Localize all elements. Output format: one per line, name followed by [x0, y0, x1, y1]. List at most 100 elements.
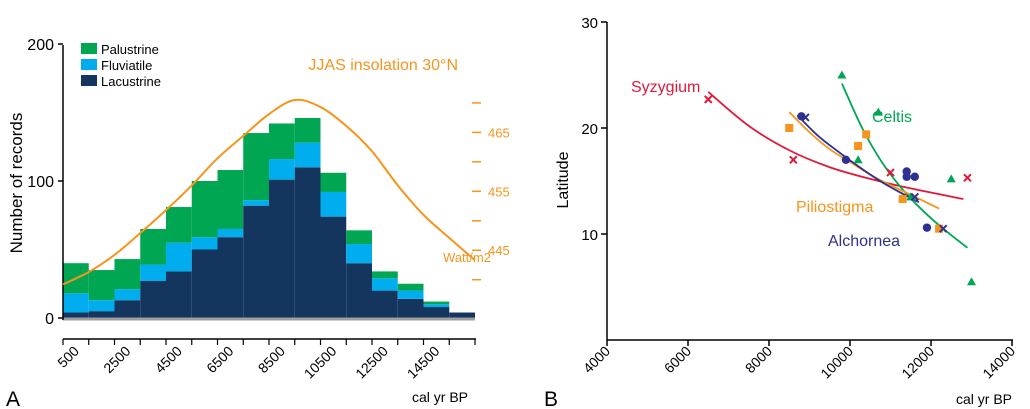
point-piliostigma-4 — [935, 224, 944, 233]
point-celtis-0 — [837, 70, 847, 79]
panel-label-b: B — [544, 388, 558, 409]
legend-label-fluviatile: Fluviatile — [101, 58, 152, 73]
a-xtick-label-6500: 6500 — [203, 343, 236, 376]
legend-swatch-palustrine — [81, 43, 97, 54]
legend-swatch-fluviatile — [81, 59, 97, 70]
fit-curves — [707, 83, 969, 249]
bar-lacustrine-11 — [346, 263, 372, 318]
bar-fluviatile-3 — [140, 264, 166, 282]
point-alchornea-3 — [902, 172, 911, 181]
b-y-ticks: 10 20 30 — [581, 15, 607, 244]
bar-fluviatile-7 — [243, 200, 269, 206]
bar-lacustrine-6 — [217, 237, 244, 318]
bar-palustrine-5 — [191, 181, 218, 238]
a-xtick-label-10500: 10500 — [301, 343, 340, 382]
legend-swatch-lacustrine — [81, 75, 97, 86]
bar-fluviatile-13 — [397, 290, 424, 299]
b-xtick-label-10000: 10000 — [817, 343, 856, 382]
bar-lacustrine-3 — [140, 281, 166, 318]
point-alchornea-cross-0 — [801, 113, 810, 122]
bar-lacustrine-8 — [269, 179, 295, 318]
a-xtick-label-2500: 2500 — [100, 343, 133, 376]
point-syzygium-2 — [886, 168, 895, 177]
bar-palustrine-6 — [217, 170, 244, 229]
label-alchornea: Alchornea — [828, 233, 900, 250]
panel-b: 10 20 30 4000 6000 8000 10000 12000 14000 Syzyg… — [544, 15, 1018, 409]
bar-lacustrine-14 — [423, 307, 450, 318]
bar-fluviatile-0 — [63, 293, 89, 313]
point-syzygium-3 — [963, 173, 972, 183]
panel-a: 0 100 200 500 2500 4500 6500 8500 10500 12500 145… — [6, 37, 510, 409]
a-xtick-label-12500: 12500 — [352, 343, 391, 382]
a-xtick-label-8500: 8500 — [255, 343, 288, 376]
bar-fluviatile-8 — [269, 159, 295, 180]
point-piliostigma-2 — [862, 130, 871, 139]
a-y-axis-label: Number of records — [7, 113, 26, 254]
bar-lacustrine-5 — [191, 249, 218, 318]
bar-lacustrine-4 — [166, 271, 192, 318]
insolation-unit: Watt/m2 — [443, 250, 491, 265]
b-xtick-label-8000: 8000 — [742, 343, 775, 376]
point-celtis-5 — [967, 277, 976, 286]
bar-fluviatile-5 — [191, 237, 218, 250]
stacked-bars — [63, 117, 475, 318]
panel-label-a: A — [6, 388, 20, 409]
bar-palustrine-1 — [88, 270, 115, 301]
b-x-axis-label: cal yr BP — [956, 391, 1012, 407]
a-xtick-label-14500: 14500 — [404, 343, 443, 382]
insolation-label: JJAS insolation 30°N — [308, 57, 458, 74]
bar-palustrine-10 — [320, 172, 347, 192]
ins-tick-label-465: 465 — [488, 125, 510, 140]
bar-fluviatile-4 — [166, 242, 192, 272]
bar-lacustrine-10 — [320, 216, 347, 318]
bar-palustrine-14 — [423, 301, 450, 305]
bar-fluviatile-14 — [423, 304, 450, 308]
bar-lacustrine-0 — [63, 312, 89, 318]
b-x-ticks: 4000 6000 8000 10000 12000 14000 — [580, 340, 1018, 382]
b-y-axis-label: Latitude — [555, 151, 572, 208]
species-labels: Syzygium Celtis Piliostigma Alchornea — [631, 79, 912, 250]
point-alchornea-cross-1 — [910, 192, 920, 202]
point-alchornea-1 — [841, 155, 851, 164]
ins-tick-label-455: 455 — [488, 184, 510, 199]
point-piliostigma-1 — [854, 142, 863, 151]
bar-fluviatile-11 — [346, 244, 372, 264]
legend-label-palustrine: Palustrine — [101, 42, 159, 57]
a-y-ticks: 0 100 200 — [27, 37, 63, 328]
point-celtis-4 — [946, 174, 956, 183]
b-xtick-label-12000: 12000 — [898, 343, 937, 382]
ins-tick-label-445: 445 — [488, 243, 510, 258]
data-points — [704, 70, 976, 286]
bar-fluviatile-9 — [294, 142, 321, 168]
b-xtick-label-14000: 14000 — [979, 343, 1018, 382]
b-ytick-label-20: 20 — [581, 121, 598, 138]
label-celtis: Celtis — [872, 109, 912, 126]
bar-fluviatile-1 — [88, 300, 115, 312]
point-celtis-1 — [853, 155, 863, 164]
a-xtick-label-4500: 4500 — [152, 343, 185, 376]
bar-lacustrine-12 — [372, 290, 398, 318]
fit-alchornea — [796, 114, 920, 203]
bar-palustrine-8 — [269, 123, 295, 160]
bar-fluviatile-2 — [114, 289, 141, 301]
a-x-axis-label: cal yr BP — [412, 389, 468, 405]
bar-palustrine-9 — [294, 117, 321, 143]
point-alchornea-cross-2 — [938, 224, 948, 233]
point-celtis-2 — [873, 107, 883, 116]
b-ytick-label-10: 10 — [581, 227, 598, 244]
point-syzygium-0 — [704, 95, 713, 104]
bar-lacustrine-7 — [243, 205, 269, 318]
point-syzygium-1 — [789, 155, 798, 165]
fit-syzygium — [707, 91, 964, 200]
b-ytick-label-30: 30 — [581, 15, 598, 32]
bar-lacustrine-15 — [449, 312, 475, 318]
legend-label-lacustrine: Lacustrine — [101, 74, 161, 89]
bar-palustrine-11 — [346, 230, 372, 245]
b-xtick-label-6000: 6000 — [661, 343, 694, 376]
a-xtick-label-500: 500 — [54, 343, 82, 371]
point-piliostigma-0 — [785, 124, 794, 132]
bar-fluviatile-10 — [320, 191, 347, 217]
a-ytick-label-100: 100 — [27, 174, 54, 191]
